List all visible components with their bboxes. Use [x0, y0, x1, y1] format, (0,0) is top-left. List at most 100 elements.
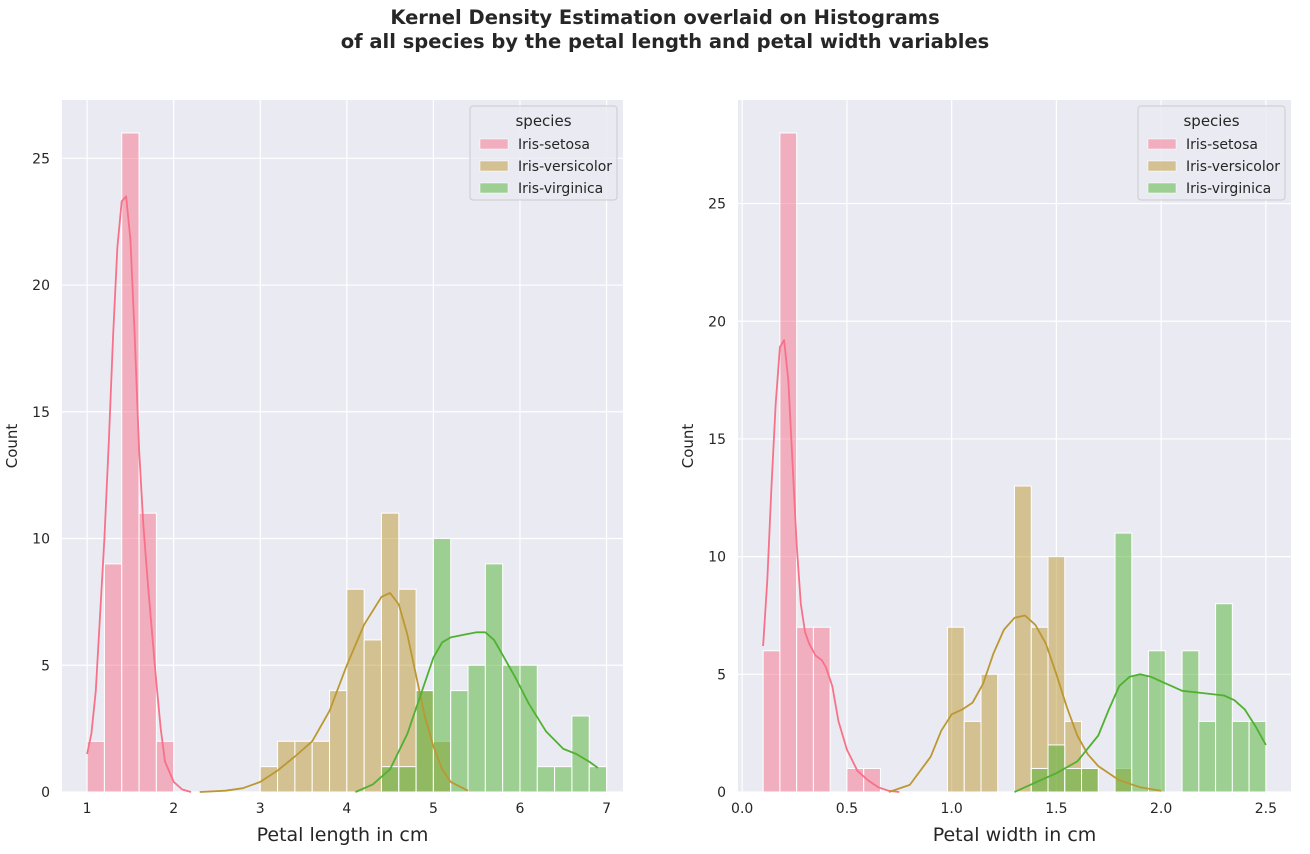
legend-title: species: [1183, 112, 1239, 130]
histogram-bar-iris-virginica: [536, 766, 556, 793]
histogram-bar-iris-virginica: [1047, 744, 1066, 793]
histogram-bar-iris-versicolor: [963, 720, 982, 793]
histogram-bar-iris-versicolor: [980, 673, 999, 793]
histogram-bar-iris-setosa: [103, 563, 123, 793]
histogram-bar-iris-setosa: [779, 132, 798, 793]
histogram-bar-iris-setosa: [812, 626, 831, 793]
x-tick-label: 1: [83, 801, 92, 817]
histogram-bar-iris-virginica: [432, 538, 452, 793]
legend-swatch-iris-setosa: [479, 138, 509, 150]
y-tick-label: 25: [32, 151, 50, 167]
legend-swatch-iris-setosa: [1147, 138, 1177, 150]
histogram-bar-iris-versicolor: [346, 588, 365, 793]
legend-swatch-iris-virginica: [1147, 182, 1177, 194]
kde-curve-iris-versicolor: [199, 592, 469, 793]
legend-label-iris-setosa: Iris-setosa: [518, 137, 590, 153]
legend-label-iris-virginica: Iris-virginica: [518, 181, 603, 197]
histogram-bar-iris-virginica: [1181, 650, 1200, 793]
histogram-bar-iris-versicolor: [1014, 485, 1032, 793]
figure-title-line-2: of all species by the petal length and p…: [340, 30, 990, 53]
y-axis-label: Count: [679, 424, 697, 469]
y-tick-label: 0: [41, 785, 50, 801]
chart-petal-width: 0.0 0.5 1.0 1.5 2.0 2.5 0 5 10 15 20 25 Petal width …: [679, 100, 1291, 846]
histogram-bar-iris-virginica: [588, 766, 608, 793]
histogram-bar-iris-virginica: [1131, 673, 1150, 793]
legend-swatch-iris-versicolor: [479, 160, 509, 172]
histogram-bar-iris-versicolor: [946, 626, 965, 793]
kde-curve-iris-versicolor: [888, 614, 1162, 793]
x-tick-label: 1.0: [941, 801, 963, 817]
histogram-bar-iris-setosa: [138, 512, 157, 793]
legend: species Iris-setosa Iris-versicolor Iris-vi…: [1137, 105, 1286, 201]
legend-swatch-iris-virginica: [479, 182, 509, 194]
histogram-bar-iris-virginica: [1148, 650, 1166, 793]
kde-curve-iris-virginica: [355, 631, 599, 793]
histogram-bar-iris-virginica: [1114, 532, 1133, 793]
x-tick-label: 0.5: [836, 801, 858, 817]
histogram-bar-iris-virginica: [554, 766, 573, 793]
kde-curve-iris-setosa: [762, 339, 900, 793]
histogram-bar-iris-setosa: [846, 767, 865, 793]
x-tick-label: 5: [429, 801, 438, 817]
figure-title: Kernel Density Estimation overlaid on Hi…: [0, 6, 1310, 54]
x-axis-label: Petal width in cm: [933, 824, 1097, 846]
x-tick-label: 1.5: [1045, 801, 1067, 817]
legend-label-iris-versicolor: Iris-versicolor: [518, 159, 612, 175]
y-tick-label: 15: [708, 432, 726, 448]
legend-label-iris-versicolor: Iris-versicolor: [1186, 159, 1280, 175]
histogram-bar-iris-virginica: [1231, 720, 1250, 793]
histogram-bar-iris-versicolor: [311, 740, 331, 793]
legend-swatch-iris-versicolor: [1147, 160, 1177, 172]
histogram-bar-iris-versicolor: [1030, 626, 1049, 793]
y-tick-label: 10: [32, 532, 50, 548]
legend-box: [469, 105, 618, 201]
histogram-bar-iris-virginica: [571, 715, 590, 793]
legend-title: species: [515, 112, 571, 130]
legend: species Iris-setosa Iris-versicolor Iris-vi…: [469, 105, 618, 201]
histogram-bar-iris-virginica: [1248, 720, 1267, 793]
histogram-bar-iris-virginica: [1081, 767, 1099, 793]
histogram-bar-iris-versicolor: [380, 512, 400, 793]
histogram-bar-iris-virginica: [415, 690, 434, 793]
histogram-bar-iris-virginica: [1215, 603, 1233, 793]
legend-box: [1137, 105, 1286, 201]
x-axis-label: Petal length in cm: [257, 824, 429, 846]
x-tick-label: 3: [256, 801, 265, 817]
histogram-bar-iris-virginica: [502, 664, 521, 793]
y-tick-label: 20: [708, 314, 726, 330]
x-tick-label: 0.0: [731, 801, 753, 817]
histogram-bar-iris-virginica: [380, 766, 400, 793]
y-tick-label: 0: [717, 785, 726, 801]
histogram-bar-iris-setosa: [762, 650, 781, 793]
histogram-bar-iris-setosa: [863, 767, 881, 793]
kde-curve-iris-virginica: [1014, 673, 1267, 793]
histogram-bar-iris-virginica: [1064, 767, 1083, 793]
y-tick-label: 20: [32, 278, 50, 294]
histogram-bar-iris-virginica: [1198, 720, 1217, 793]
histogram-bar-iris-versicolor: [398, 588, 417, 793]
x-tick-label: 4: [342, 801, 351, 817]
legend-label-iris-setosa: Iris-setosa: [1186, 137, 1258, 153]
chart-petal-length: 1 2 3 4 5 6 7 0 5 10 15 20 25 Petal length in cm Count…: [3, 100, 623, 846]
x-tick-label: 7: [602, 801, 611, 817]
histogram-bar-iris-virginica: [519, 664, 538, 793]
y-tick-label: 25: [708, 197, 726, 213]
y-axis-label: Count: [3, 424, 21, 469]
y-tick-label: 5: [41, 658, 50, 674]
figure-title-line-1: Kernel Density Estimation overlaid on Hi…: [390, 6, 940, 29]
histogram-bar-iris-setosa: [86, 740, 105, 793]
histogram-bar-iris-virginica: [398, 766, 417, 793]
x-tick-label: 6: [516, 801, 525, 817]
histogram-bar-iris-setosa: [155, 740, 175, 793]
histogram-bar-iris-versicolor: [277, 740, 296, 793]
y-tick-label: 10: [708, 550, 726, 566]
y-tick-label: 15: [32, 405, 50, 421]
histogram-bar-iris-versicolor: [363, 639, 382, 793]
legend-label-iris-virginica: Iris-virginica: [1186, 181, 1271, 197]
histogram-bar-iris-setosa: [796, 626, 814, 793]
kde-curve-iris-setosa: [86, 195, 192, 793]
y-tick-label: 5: [717, 667, 726, 683]
x-tick-label: 2.5: [1255, 801, 1277, 817]
x-tick-label: 2: [169, 801, 178, 817]
